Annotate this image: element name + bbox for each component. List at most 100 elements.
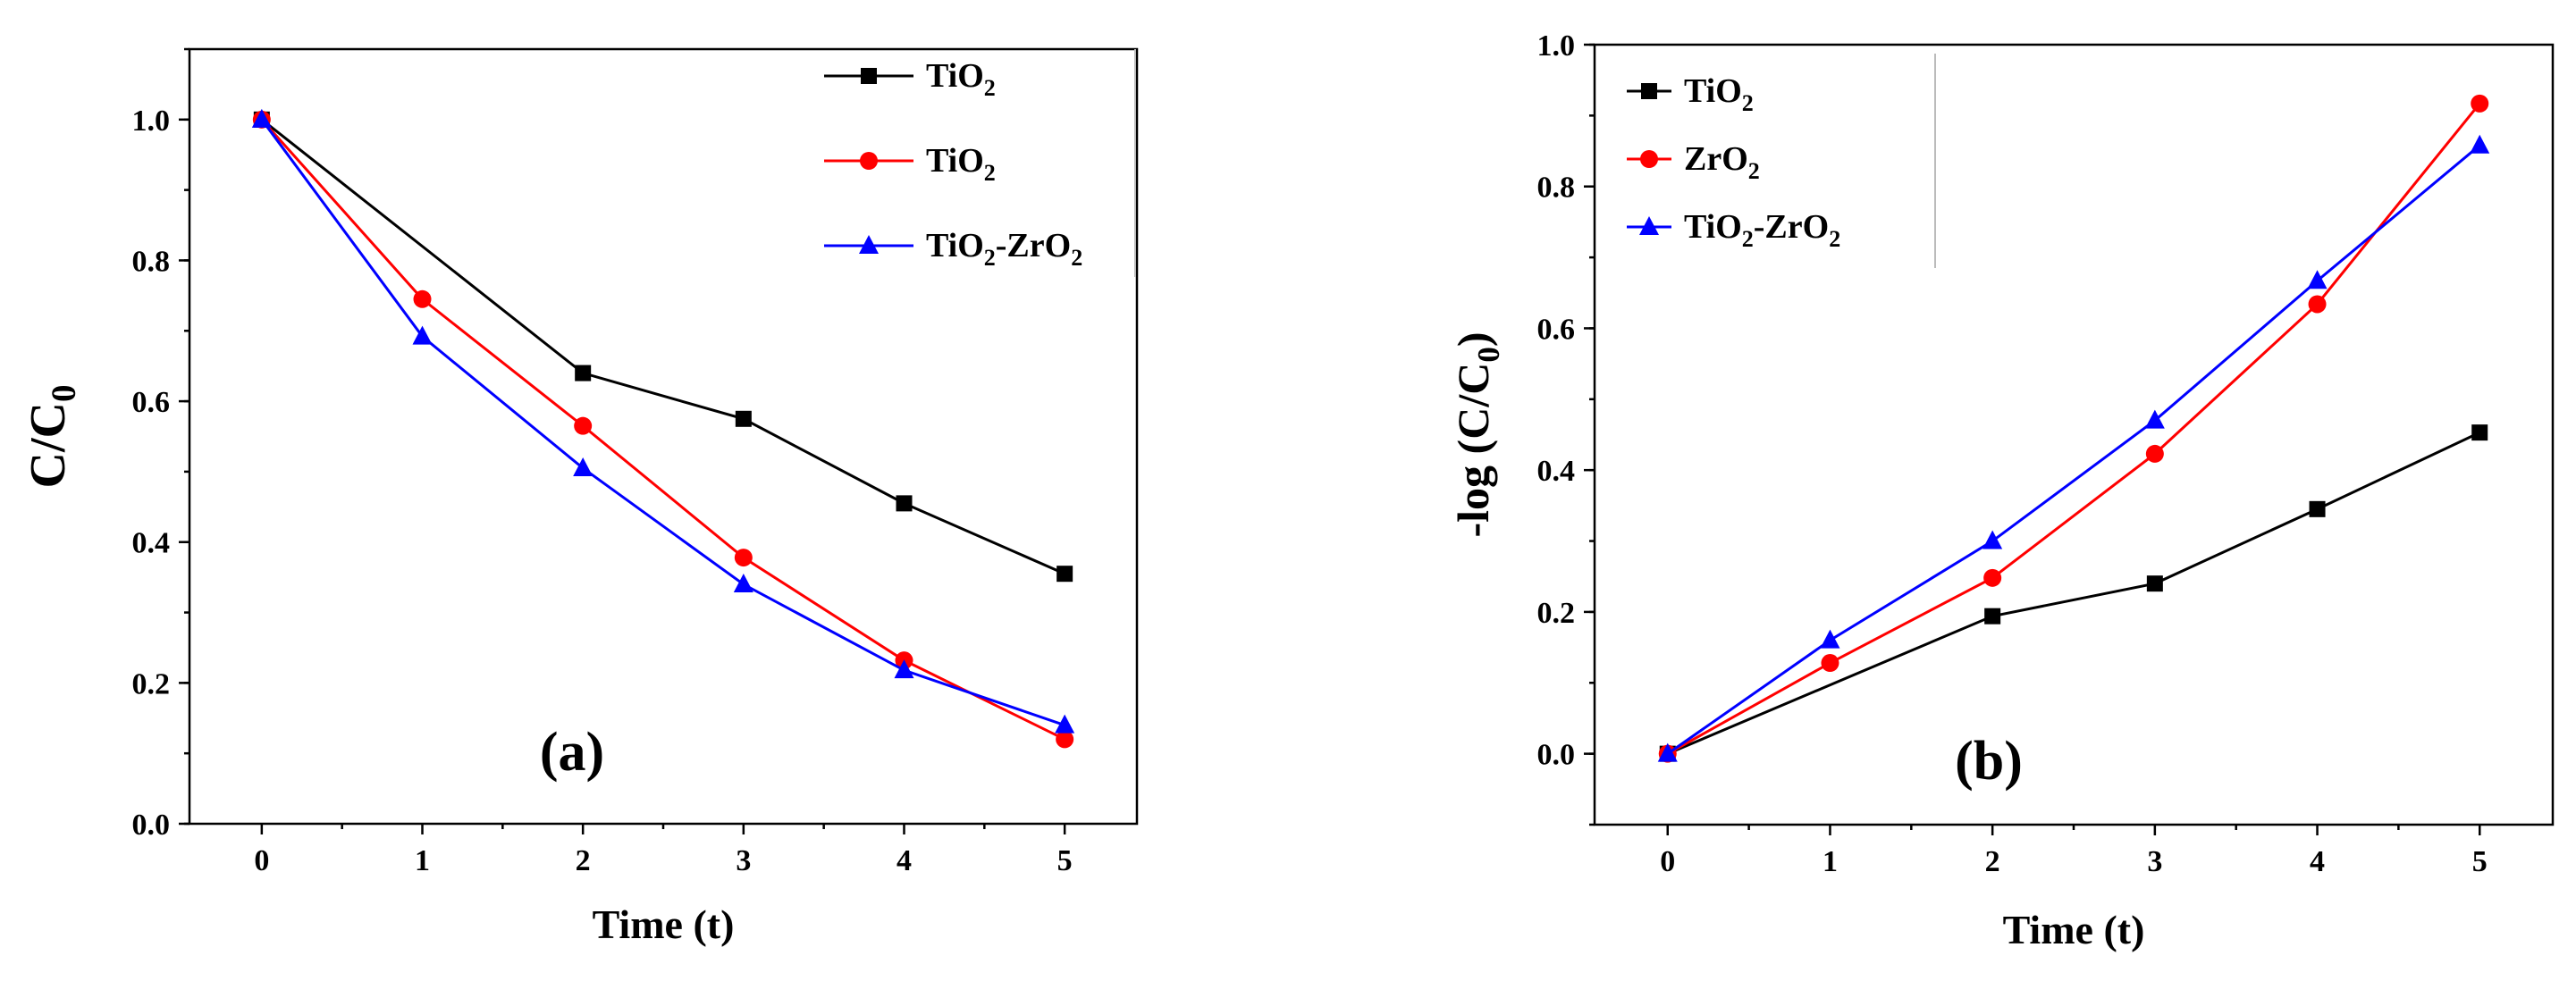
legend-label: TiO2-ZrO2 <box>926 227 1082 271</box>
data-point-tio2 <box>1056 730 1074 749</box>
y-tick-label: 1.0 <box>132 105 171 138</box>
x-tick-label: 4 <box>897 844 912 877</box>
series-line-zro2 <box>1667 102 2481 755</box>
legend-subscript: 2 <box>1829 226 1840 252</box>
data-point-tio2-zro2 <box>1657 742 1678 762</box>
x-tick-label: 0 <box>254 844 269 877</box>
series-line-tio2-zro2 <box>260 118 1065 727</box>
y-axis-title-main: -log (C/C <box>1448 363 1498 538</box>
data-point-tio2-zro2 <box>412 325 433 345</box>
legend-label: ZrO2 <box>1684 140 1760 184</box>
panel-label: (b) <box>1955 731 2023 792</box>
y-tick-label: 0.2 <box>1537 597 1576 630</box>
x-tick-label: 4 <box>2310 845 2325 878</box>
x-tick-label: 3 <box>736 844 751 877</box>
legend-label: TiO2 <box>926 57 996 101</box>
legend-marker <box>860 152 878 170</box>
data-point-tio2 <box>896 495 913 512</box>
chart-panel-b: 0 1 2 3 4 5 0.0 0.2 0.4 0.6 0.8 1.0 Time (t) -log (C/… <box>1448 29 2555 952</box>
x-tick-label: 1 <box>415 844 430 877</box>
y-axis-title-close: ) <box>1448 332 1498 348</box>
x-tick-label: 1 <box>1823 845 1838 878</box>
y-tick-label: 0.6 <box>132 386 171 419</box>
data-point-tio2-zro2 <box>2470 134 2490 154</box>
legend-text-part: TiO <box>926 142 984 180</box>
data-point-tio2 <box>1056 566 1073 583</box>
y-tick-label: 1.0 <box>1537 29 1576 63</box>
data-point-tio2-zro2 <box>1820 629 1840 649</box>
data-point-tio2-zro2 <box>251 108 272 128</box>
legend-text-part: TiO <box>926 57 984 95</box>
panel-label: (a) <box>540 722 604 783</box>
data-point-tio2 <box>2309 500 2326 517</box>
data-point-zro2 <box>2145 444 2164 463</box>
x-tick-label: 5 <box>1057 844 1073 877</box>
data-point-tio2 <box>1984 608 2001 625</box>
legend-subscript: 2 <box>1071 245 1082 271</box>
legend-marker <box>861 68 877 84</box>
legend-marker <box>1639 216 1659 235</box>
legend-marker <box>1641 83 1657 99</box>
data-point-zro2 <box>2308 295 2327 314</box>
series-line-tio2 <box>260 118 1065 575</box>
x-tick-label: 5 <box>2472 845 2488 878</box>
legend-marker <box>1640 150 1658 168</box>
legend-text-part: TiO <box>926 227 984 264</box>
y-tick-label: 0.2 <box>132 667 171 700</box>
series-line-tio2-zro2 <box>1666 144 2481 755</box>
legend-label: TiO2 <box>926 142 996 186</box>
legend-label: TiO2-ZrO2 <box>1684 208 1840 252</box>
y-tick-label: 0.6 <box>1537 313 1576 346</box>
y-tick-label: 0.4 <box>132 527 171 560</box>
legend-label: TiO2 <box>1684 72 1754 116</box>
legend-subscript: 2 <box>984 245 996 271</box>
data-point-tio2-zro2 <box>894 659 914 679</box>
x-tick-label: 3 <box>2147 845 2162 878</box>
data-point-tio2-zro2 <box>573 457 593 476</box>
data-point-tio2-zro2 <box>1055 714 1075 734</box>
legend-subscript: 2 <box>1748 158 1760 184</box>
legend-text-part: TiO <box>1684 208 1742 246</box>
y-tick-label: 0.0 <box>132 809 171 842</box>
x-tick-label: 2 <box>576 844 591 877</box>
data-point-tio2 <box>735 410 752 427</box>
data-point-tio2 <box>574 416 593 435</box>
data-point-tio2 <box>413 289 432 308</box>
legend-subscript: 2 <box>1742 90 1754 116</box>
y-tick-label: 0.4 <box>1537 455 1576 488</box>
data-point-tio2 <box>2471 424 2488 441</box>
y-axis-title: C/C0 <box>21 385 83 489</box>
x-tick-label: 0 <box>1660 845 1675 878</box>
data-point-tio2 <box>2146 575 2163 592</box>
y-tick-label: 0.8 <box>132 245 171 278</box>
y-axis-title-subscript: 0 <box>45 385 83 403</box>
y-axis-title: -log (C/C0) <box>1448 332 1506 538</box>
data-point-zro2 <box>1983 568 2002 587</box>
data-point-tio2 <box>575 365 592 382</box>
data-point-zro2 <box>1821 654 1839 673</box>
legend-subscript: 2 <box>984 75 996 101</box>
legend-text-part: -ZrO <box>996 227 1071 264</box>
data-point-tio2 <box>734 549 753 567</box>
legend-subscript: 2 <box>1742 226 1754 252</box>
y-axis-title-main: C/C <box>21 402 76 488</box>
y-axis-title-subscript: 0 <box>1471 347 1506 363</box>
x-axis-title: Time (t) <box>2003 907 2145 952</box>
y-tick-label: 0.0 <box>1537 739 1576 772</box>
y-tick-label: 0.8 <box>1537 172 1576 205</box>
legend-marker <box>859 235 879 254</box>
data-point-tio2-zro2 <box>1983 530 2003 549</box>
legend-text-part: -ZrO <box>1754 208 1829 246</box>
legend-text-part: ZrO <box>1684 140 1748 178</box>
series-line-tio2 <box>260 118 1065 741</box>
x-axis-title: Time (t) <box>593 901 735 947</box>
legend-text-part: TiO <box>1684 72 1742 110</box>
x-tick-label: 2 <box>1985 845 2000 878</box>
data-point-tio2-zro2 <box>733 574 753 593</box>
data-point-tio2-zro2 <box>2307 270 2328 289</box>
legend-subscript: 2 <box>984 160 996 186</box>
